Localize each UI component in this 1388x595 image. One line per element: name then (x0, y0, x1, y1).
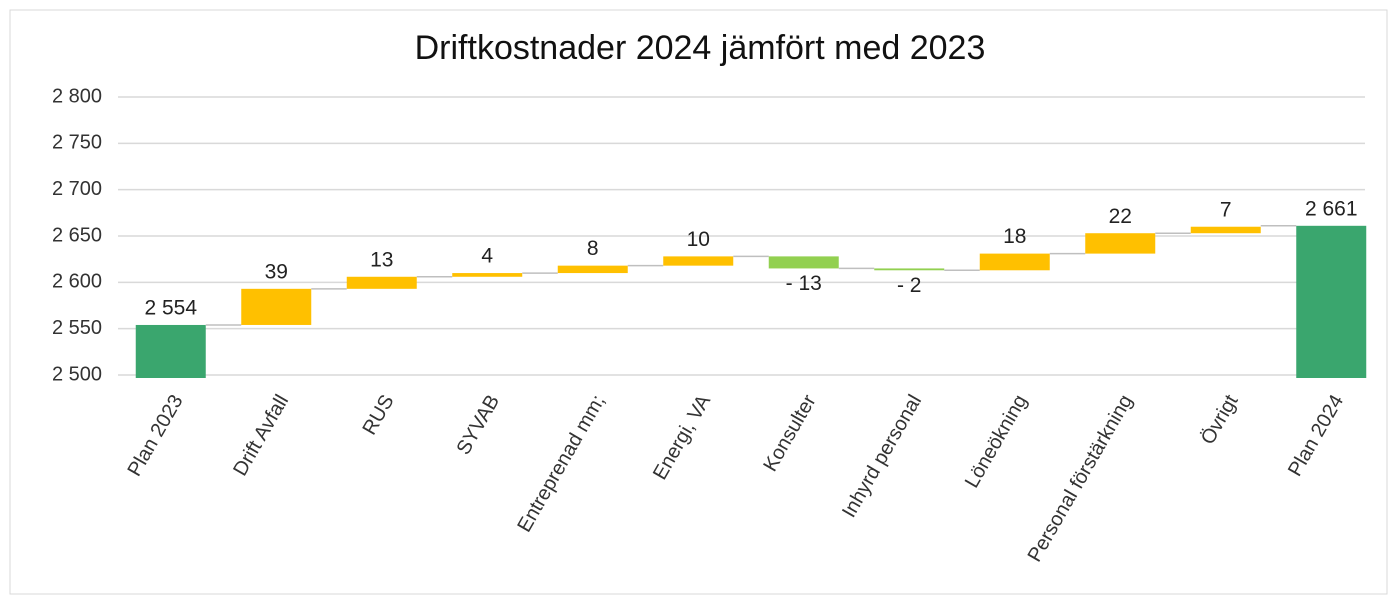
chart-title: Driftkostnader 2024 jämfört med 2023 (415, 29, 986, 67)
value-label: 2 554 (144, 297, 197, 320)
bar (346, 276, 417, 289)
value-label: 4 (481, 245, 493, 268)
bar (241, 288, 312, 325)
value-label: 18 (1003, 225, 1026, 248)
bar (557, 265, 628, 274)
value-label: - 13 (786, 272, 822, 295)
value-label: 22 (1109, 205, 1132, 228)
bar (452, 273, 523, 277)
y-tick-label: 2 500 (52, 363, 102, 385)
value-label: 13 (370, 248, 393, 271)
y-tick-label: 2 750 (52, 132, 102, 154)
chart-frame (9, 9, 1388, 595)
bar (663, 256, 734, 266)
value-label: - 2 (897, 274, 922, 297)
bar (135, 324, 206, 378)
y-tick-label: 2 550 (52, 317, 102, 339)
bar (1190, 226, 1261, 234)
value-label: 8 (587, 237, 599, 260)
value-label: 2 661 (1305, 197, 1358, 220)
y-tick-label: 2 650 (52, 224, 102, 246)
bar (1085, 233, 1156, 254)
y-tick-label: 2 800 (52, 85, 102, 107)
bar (768, 256, 839, 269)
y-tick-label: 2 700 (52, 178, 102, 200)
bar (1296, 225, 1367, 378)
bar (874, 268, 945, 271)
value-label: 10 (687, 228, 710, 251)
y-tick-label: 2 600 (52, 271, 102, 293)
value-label: 39 (265, 260, 288, 283)
bar (979, 253, 1050, 271)
value-label: 7 (1220, 198, 1232, 221)
